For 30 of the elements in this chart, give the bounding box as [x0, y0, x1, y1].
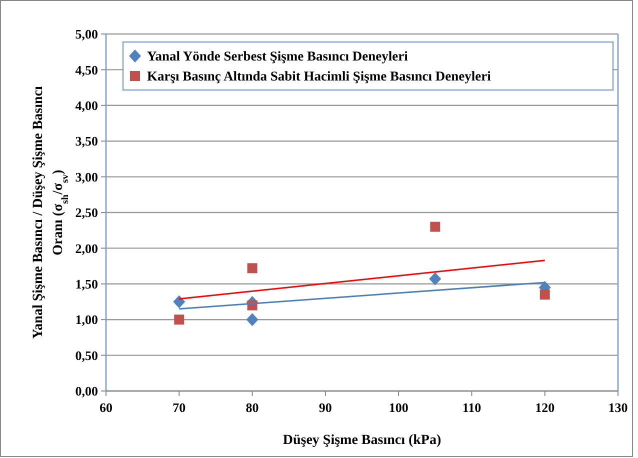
y-tick-label: 4,00	[75, 98, 98, 113]
x-tick-label: 90	[318, 400, 332, 415]
x-tick-label: 60	[100, 400, 112, 415]
point	[173, 295, 186, 308]
point	[540, 290, 550, 300]
legend-label: Yanal Yönde Serbest Şişme Basıncı Deneyleri	[147, 48, 408, 64]
y-tick-label: 2,00	[75, 240, 98, 256]
x-tick-label: 100	[388, 400, 408, 415]
x-tick-label: 110	[462, 400, 482, 415]
text: Yanal Şişme Basıncı / Düşey Şişme Basıncı	[31, 86, 46, 339]
legend-label: Karşı Basınç Altında Sabit Hacimli Şişme Basıncı Deneyleri	[147, 68, 492, 84]
point	[247, 263, 258, 274]
point	[430, 222, 440, 232]
y-tick-label: 3,50	[75, 134, 98, 149]
y-tick-label: 3,00	[75, 169, 98, 184]
point	[246, 313, 258, 326]
x-axis-title: Düşey Şişme Basıncı (kPa)	[282, 433, 442, 448]
x-tick-label: 120	[535, 400, 555, 415]
point	[174, 314, 184, 325]
x-tick-label: 130	[608, 400, 628, 415]
x-tick-label: 70	[172, 400, 186, 415]
point	[429, 272, 442, 286]
y-tick-label: 2,50	[75, 205, 98, 220]
x-tick-label: 80	[246, 400, 259, 415]
y-tick-label: 5,00	[75, 26, 98, 42]
y-tick-label: 1,00	[75, 312, 98, 328]
y-tick-label: 1,50	[75, 276, 98, 292]
y-tick-label: 0,00	[75, 384, 98, 399]
y-tick-label: 4,50	[75, 62, 98, 78]
y-tick-label: 0,50	[75, 348, 98, 363]
